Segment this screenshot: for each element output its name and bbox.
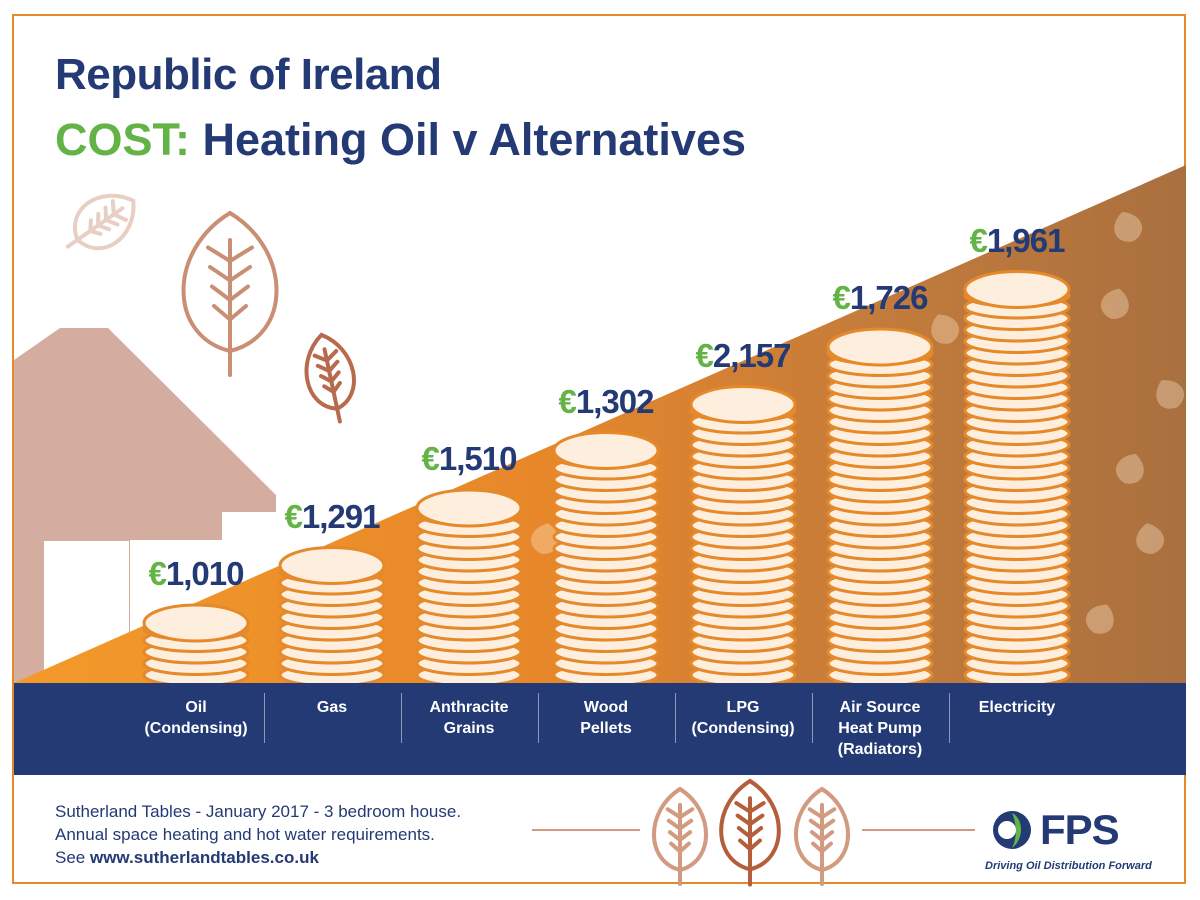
coin-stack bbox=[689, 385, 797, 688]
falling-leaf bbox=[1115, 454, 1144, 484]
value-label: €1,302 bbox=[526, 383, 686, 421]
coin-stack bbox=[142, 603, 250, 688]
value-amount: 1,302 bbox=[575, 382, 655, 420]
subtitle-accent: COST: bbox=[55, 114, 190, 165]
fps-logo-icon bbox=[993, 811, 1031, 849]
coin-stack bbox=[552, 431, 660, 688]
value-label: €1,961 bbox=[937, 222, 1097, 260]
category-label: Gas bbox=[316, 699, 348, 716]
fps-logo-text: FPS bbox=[1040, 806, 1120, 853]
category-label: Anthracite Grains bbox=[429, 699, 509, 737]
category-label: Electricity bbox=[978, 699, 1056, 716]
category-divider bbox=[264, 693, 265, 743]
category-label: Oil (Condensing) bbox=[144, 699, 248, 737]
currency-symbol: € bbox=[284, 497, 303, 535]
falling-leaf bbox=[1114, 212, 1143, 242]
value-label: €1,726 bbox=[800, 279, 960, 317]
leaf-icon bbox=[651, 786, 709, 887]
falling-leaf bbox=[931, 314, 960, 344]
category-label: LPG (Condensing) bbox=[691, 699, 795, 737]
currency-symbol: € bbox=[695, 336, 714, 374]
currency-symbol: € bbox=[421, 440, 440, 477]
value-amount: 1,726 bbox=[849, 279, 929, 316]
value-label: €1,291 bbox=[252, 498, 412, 536]
fps-tagline: Driving Oil Distribution Forward bbox=[985, 860, 1152, 872]
value-label: €2,157 bbox=[663, 337, 823, 375]
value-label: €1,010 bbox=[116, 555, 276, 593]
falling-leaf bbox=[1136, 523, 1164, 555]
source-link[interactable]: www.sutherlandtables.co.uk bbox=[89, 848, 319, 867]
leaf-icon bbox=[719, 778, 781, 887]
falling-leaf bbox=[1156, 380, 1184, 409]
value-amount: 1,961 bbox=[986, 221, 1066, 259]
currency-symbol: € bbox=[148, 555, 167, 592]
category-label: Air Source Heat Pump (Radiators) bbox=[837, 699, 923, 758]
currency-symbol: € bbox=[832, 279, 851, 316]
falling-leaf bbox=[1085, 604, 1114, 634]
coin-top bbox=[415, 488, 523, 528]
coin-top bbox=[963, 270, 1071, 309]
falling-leaf bbox=[1101, 288, 1129, 319]
category-divider bbox=[675, 693, 676, 743]
leaf-icon bbox=[65, 193, 136, 251]
coin-stack bbox=[278, 546, 386, 688]
category-divider bbox=[812, 693, 813, 743]
coin-stack bbox=[963, 270, 1071, 688]
category-divider bbox=[538, 693, 539, 743]
page-title: Republic of Ireland bbox=[55, 50, 442, 99]
coin-top bbox=[552, 431, 660, 470]
coin-stack bbox=[826, 327, 934, 688]
currency-symbol: € bbox=[969, 221, 988, 259]
currency-symbol: € bbox=[558, 382, 577, 420]
value-label: €1,510 bbox=[389, 440, 549, 478]
value-amount: 1,291 bbox=[301, 497, 381, 535]
footnote-line-2: Annual space heating and hot water requi… bbox=[55, 825, 435, 844]
category-label: Wood Pellets bbox=[580, 699, 632, 737]
coin-top bbox=[826, 327, 934, 367]
footnote-see: See bbox=[55, 848, 90, 867]
leaf-icon bbox=[304, 332, 356, 424]
footnote-line-3: See www.sutherlandtables.co.uk bbox=[55, 846, 461, 869]
footnote-line-1: Sutherland Tables - January 2017 - 3 bed… bbox=[55, 802, 462, 821]
coin-top bbox=[142, 603, 250, 643]
coin-stacks bbox=[142, 270, 1071, 688]
page-subtitle: COST: Heating Oil v Alternatives bbox=[55, 114, 746, 166]
value-amount: 1,010 bbox=[165, 555, 245, 592]
category-band bbox=[14, 683, 1186, 775]
leaf-icon bbox=[181, 210, 279, 377]
leaf-icons-decoration bbox=[65, 193, 975, 887]
value-amount: 1,510 bbox=[438, 440, 518, 477]
coin-top bbox=[689, 385, 797, 424]
source-footnote: Sutherland Tables - January 2017 - 3 bed… bbox=[55, 800, 461, 869]
category-divider bbox=[401, 693, 402, 743]
falling-leaf bbox=[531, 523, 559, 555]
leaf-icon bbox=[793, 786, 851, 887]
value-amount: 2,157 bbox=[712, 336, 792, 374]
coin-stack bbox=[415, 488, 523, 688]
subtitle-text: Heating Oil v Alternatives bbox=[190, 114, 747, 165]
coin-top bbox=[278, 546, 386, 585]
category-divider bbox=[949, 693, 950, 743]
